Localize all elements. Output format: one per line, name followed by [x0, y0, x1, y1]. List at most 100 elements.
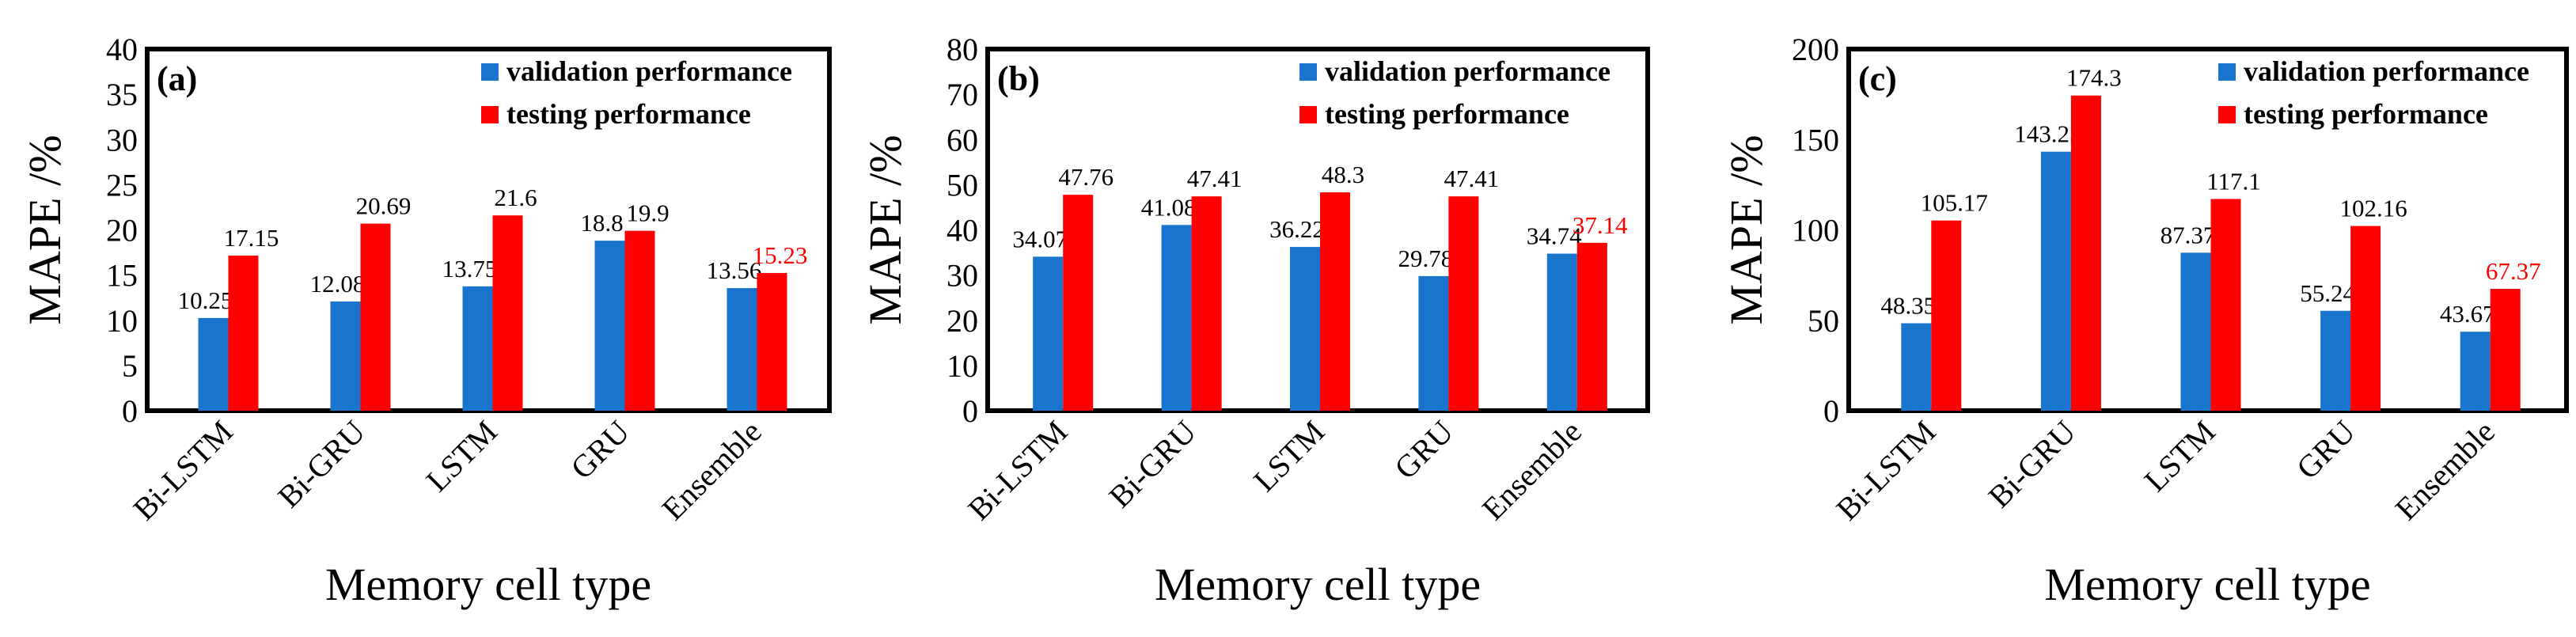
testing-data-label: 17.15 [224, 224, 279, 252]
testing-data-label: 102.16 [2339, 195, 2407, 222]
legend-label-validation: validation performance [2244, 55, 2529, 87]
y-tick-label: 150 [1792, 122, 1839, 157]
testing-bar [624, 230, 655, 411]
y-tick-label: 40 [106, 32, 138, 67]
testing-bar [757, 272, 787, 411]
chart-panel-2: 0 10 20 30 40 50 60 70 80 MAPE /% Memory cell type… [859, 32, 1650, 610]
testing-data-label: 47.41 [1187, 165, 1242, 192]
y-tick-label: 20 [106, 213, 138, 248]
validation-bar [1161, 225, 1192, 411]
testing-data-label: 37.14 [1573, 211, 1628, 239]
testing-bar [1320, 192, 1350, 411]
testing-data-label: 105.17 [1921, 189, 1988, 217]
validation-bar [462, 286, 493, 411]
y-tick-label: 200 [1792, 32, 1839, 67]
validation-bar [1418, 275, 1449, 411]
validation-data-label: 34.74 [1527, 222, 1582, 250]
x-tick-label: Bi-GRU [1102, 413, 1203, 514]
panel-label: (a) [157, 59, 197, 98]
testing-bar [228, 256, 259, 411]
x-tick-label: LSTM [2138, 414, 2222, 499]
x-axis-title: Memory cell type [2044, 559, 2370, 610]
x-axis-title: Memory cell type [1155, 559, 1481, 610]
x-tick-label: Bi-GRU [1982, 413, 2083, 514]
validation-bar [1033, 256, 1064, 411]
x-tick-label: Bi-LSTM [961, 414, 1074, 527]
validation-data-label: 34.07 [1012, 225, 1068, 252]
legend-label-testing: testing performance [506, 98, 751, 130]
x-tick-label: GRU [563, 413, 636, 486]
testing-bar [1191, 196, 1222, 411]
validation-bar [1290, 247, 1320, 411]
validation-bar [1546, 253, 1577, 411]
testing-data-label: 15.23 [753, 241, 808, 269]
y-axis-title: MAPE /% [19, 135, 70, 324]
y-tick-label: 10 [947, 348, 978, 384]
validation-data-label: 143.25 [2014, 120, 2081, 148]
testing-data-label: 117.1 [2206, 167, 2261, 195]
validation-data-label: 13.56 [707, 256, 762, 284]
x-tick-label: LSTM [419, 414, 504, 499]
validation-data-label: 13.75 [442, 255, 498, 282]
x-tick-label: Ensemble [1475, 414, 1588, 527]
testing-bar [492, 215, 523, 411]
validation-data-label: 41.08 [1141, 193, 1197, 221]
panel-label: (b) [997, 59, 1040, 98]
legend-swatch-validation [2218, 63, 2236, 81]
legend-swatch-testing [1299, 106, 1317, 123]
testing-data-label: 48.3 [1322, 161, 1364, 188]
validation-data-label: 12.08 [310, 270, 366, 298]
y-axis-title: MAPE /% [859, 135, 911, 324]
testing-data-label: 47.76 [1058, 163, 1113, 191]
legend-swatch-validation [481, 63, 499, 81]
legend-label-validation: validation performance [506, 55, 792, 87]
testing-bar [1576, 242, 1607, 411]
y-tick-label: 80 [947, 32, 978, 67]
validation-data-label: 10.25 [178, 286, 233, 314]
validation-bar [2040, 151, 2071, 411]
y-tick-label: 25 [106, 167, 138, 203]
validation-bar [594, 241, 625, 411]
validation-bar [2180, 252, 2211, 411]
y-axis-title: MAPE /% [1720, 135, 1772, 324]
validation-data-label: 36.22 [1269, 215, 1325, 243]
panel-label: (c) [1858, 59, 1897, 98]
testing-data-label: 47.41 [1444, 165, 1500, 192]
y-tick-label: 100 [1792, 213, 1839, 248]
y-tick-label: 50 [947, 167, 978, 203]
validation-data-label: 29.78 [1398, 245, 1454, 272]
legend-swatch-validation [1299, 63, 1317, 81]
y-tick-label: 0 [962, 393, 978, 429]
y-tick-label: 50 [1808, 303, 1839, 339]
chart-panel-1: 0 5 10 15 20 25 30 35 40 MAPE /% Memory cell type (… [19, 32, 832, 610]
testing-bar [2210, 199, 2241, 411]
y-tick-label: 5 [122, 348, 138, 384]
validation-data-label: 43.67 [2440, 300, 2495, 328]
x-axis-title: Memory cell type [325, 559, 651, 610]
testing-data-label: 21.6 [494, 184, 537, 211]
testing-bar [1448, 196, 1479, 411]
x-tick-label: Bi-LSTM [1829, 414, 1942, 527]
legend-swatch-testing [2218, 106, 2236, 123]
x-tick-label: Ensemble [655, 414, 768, 527]
x-tick-label: LSTM [1246, 414, 1331, 499]
y-tick-label: 60 [947, 122, 978, 157]
y-tick-label: 30 [106, 122, 138, 157]
validation-bar [330, 301, 361, 411]
x-tick-label: GRU [2290, 413, 2362, 486]
y-tick-label: 30 [947, 258, 978, 294]
y-tick-label: 40 [947, 213, 978, 248]
legend-label-validation: validation performance [1325, 55, 1610, 87]
x-tick-label: Bi-LSTM [126, 414, 239, 527]
y-tick-label: 0 [1823, 393, 1839, 429]
testing-bar [2490, 289, 2521, 411]
y-tick-label: 10 [106, 303, 138, 339]
testing-bar [360, 223, 391, 411]
validation-bar [2460, 332, 2491, 411]
validation-bar [1901, 323, 1932, 411]
validation-data-label: 48.35 [1880, 292, 1936, 320]
testing-bar [2350, 226, 2381, 411]
x-tick-label: Bi-GRU [271, 413, 372, 514]
